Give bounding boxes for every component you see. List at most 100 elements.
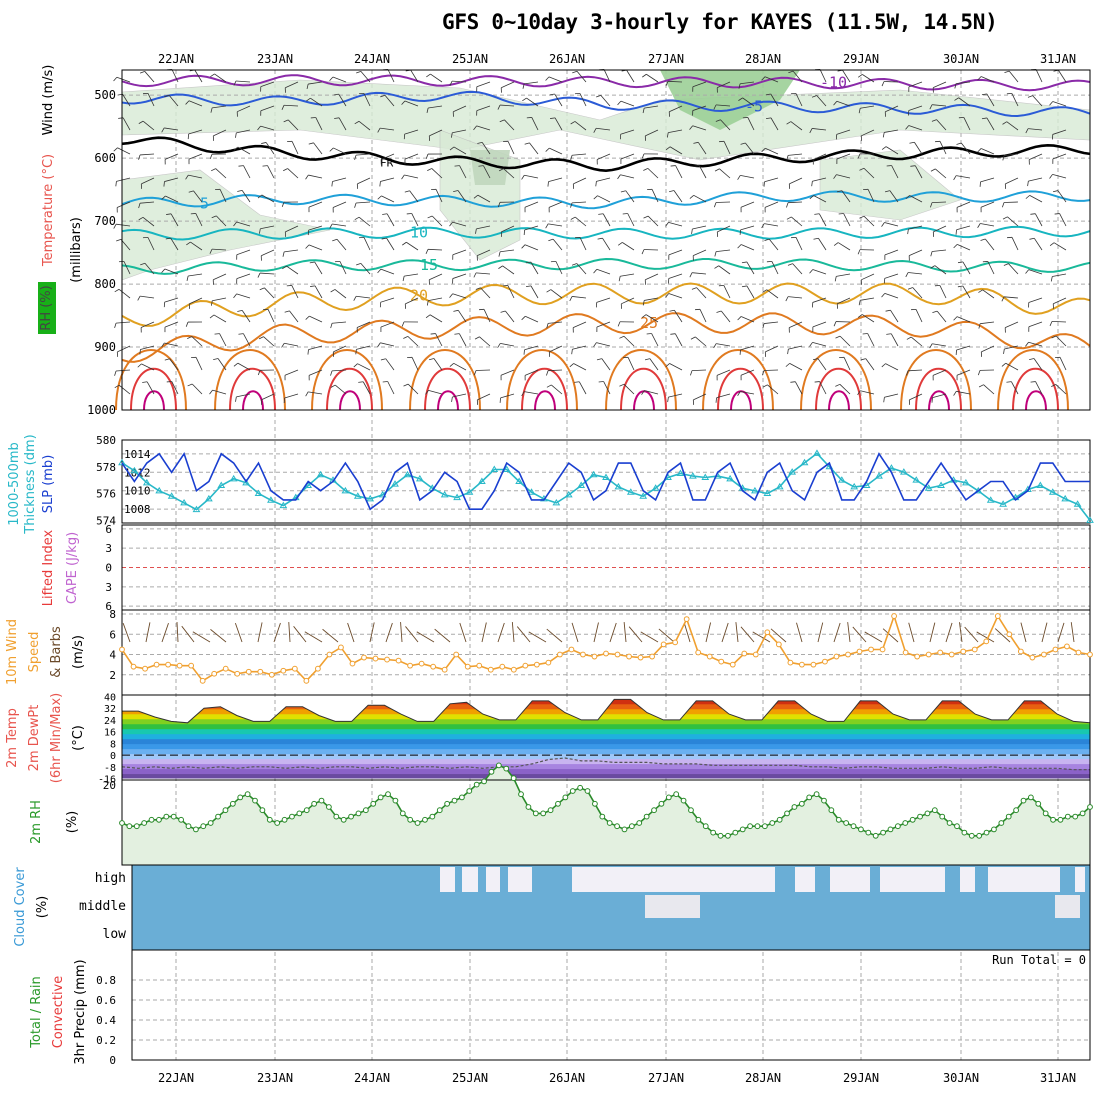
- wind-barb-flag: [138, 203, 141, 209]
- data-point: [418, 660, 425, 667]
- wind-barb: [908, 105, 923, 111]
- data-point: [971, 646, 978, 653]
- wind-barb: [936, 119, 947, 131]
- wind-barb: [531, 117, 539, 131]
- wind-barb: [600, 95, 611, 107]
- data-point: [813, 791, 820, 798]
- data-point: [702, 823, 709, 830]
- wind-barb-flag: [521, 315, 526, 321]
- wind-barb: [548, 321, 563, 324]
- data-point: [614, 823, 620, 830]
- wind-barb: [322, 628, 339, 643]
- data-point: [845, 651, 851, 658]
- wind-barb: [883, 81, 899, 83]
- wind-barb-flag: [667, 397, 669, 403]
- wind-barb: [864, 631, 883, 643]
- warm-contour: [997, 349, 1069, 411]
- wind-barb-flag: [571, 263, 577, 266]
- wind-barb: [524, 174, 539, 179]
- data-point: [204, 494, 213, 502]
- wind-barb: [574, 121, 587, 131]
- wind-barb: [116, 369, 131, 372]
- wind-barb: [477, 393, 491, 401]
- wind-barb: [885, 105, 899, 113]
- wind-barb-flag: [762, 370, 765, 376]
- wind-barb: [1057, 190, 1067, 203]
- data-point: [865, 829, 872, 836]
- wind-barb: [363, 237, 371, 251]
- date-label: 25JAN: [452, 52, 488, 66]
- data-point: [338, 644, 344, 651]
- data-point: [695, 816, 702, 823]
- clear-high: [486, 867, 500, 892]
- wind-barb: [267, 165, 275, 179]
- wind-barb-flag: [210, 73, 215, 78]
- wind-barb: [596, 127, 611, 131]
- temperature-label: Temperature (°C): [41, 154, 56, 267]
- wind-barb: [596, 321, 611, 328]
- data-point: [775, 641, 782, 648]
- wind-barb: [980, 201, 995, 208]
- wind-barb: [622, 242, 635, 251]
- wind-barb: [190, 241, 203, 251]
- wind-barb: [308, 369, 323, 376]
- wind-barb-flag: [665, 363, 670, 368]
- wind-barb: [882, 628, 899, 643]
- wind-barb-flag: [665, 146, 671, 151]
- wind-barb-flag: [1002, 202, 1005, 208]
- wind-barb: [740, 81, 755, 85]
- wind-barb: [261, 249, 275, 257]
- wind-barb: [308, 81, 323, 85]
- wind-barb: [332, 177, 347, 182]
- wind-barb: [243, 165, 251, 179]
- wind-barb: [740, 345, 755, 351]
- wind-barb: [796, 622, 803, 643]
- wind-barb: [387, 69, 395, 83]
- cape-panel: 6 3 0 3 6: [105, 523, 1091, 613]
- wind-barb: [549, 147, 563, 155]
- data-point: [672, 639, 679, 646]
- pressure-tick: 1000: [87, 403, 116, 417]
- wind-barb: [675, 165, 683, 179]
- date-axis-bottom: 22JAN 23JAN 24JAN 25JAN 26JAN 27JAN 28JAN 29JAN…: [158, 1071, 1076, 1085]
- wind-barb: [555, 261, 563, 275]
- data-point: [718, 658, 725, 665]
- data-point: [532, 810, 539, 817]
- date-label: 23JAN: [257, 52, 293, 66]
- wind-barb: [304, 631, 323, 643]
- wind-barb: [627, 213, 635, 227]
- wind-barb: [332, 369, 347, 372]
- wind-barb: [1005, 362, 1019, 371]
- wind-barb-flag: [259, 228, 261, 234]
- data-point: [267, 496, 275, 503]
- wind-barb: [621, 297, 635, 305]
- wind-barb: [236, 393, 251, 398]
- wind-barb: [699, 165, 707, 179]
- wind-barb-flag: [186, 241, 191, 246]
- wind-barb: [908, 125, 923, 131]
- data-point: [914, 653, 921, 660]
- data-point: [639, 492, 648, 499]
- wind-barb: [847, 622, 851, 643]
- wind-barb-flag: [281, 105, 285, 110]
- temperature-band: [122, 718, 1090, 725]
- temperature-band: [122, 723, 1090, 730]
- wind-barb: [573, 177, 587, 185]
- wind-barb: [740, 244, 755, 251]
- wind-barb: [404, 100, 419, 107]
- wind-barb-flag: [619, 383, 625, 387]
- date-label: 23JAN: [257, 1071, 293, 1085]
- wind-barb: [284, 342, 299, 347]
- wind-barb: [1055, 384, 1067, 395]
- clear-high: [508, 867, 532, 892]
- wind-barb: [457, 190, 467, 203]
- wind-barb-flag: [380, 358, 386, 361]
- wind-barb: [623, 383, 635, 395]
- wind-barb: [116, 321, 131, 324]
- wind-barb: [308, 345, 323, 351]
- data-point: [155, 486, 164, 494]
- wind-barb: [716, 104, 731, 107]
- wind-barb-flag: [478, 165, 484, 167]
- wind-barb: [147, 93, 155, 107]
- wind-barb-flag: [449, 363, 454, 367]
